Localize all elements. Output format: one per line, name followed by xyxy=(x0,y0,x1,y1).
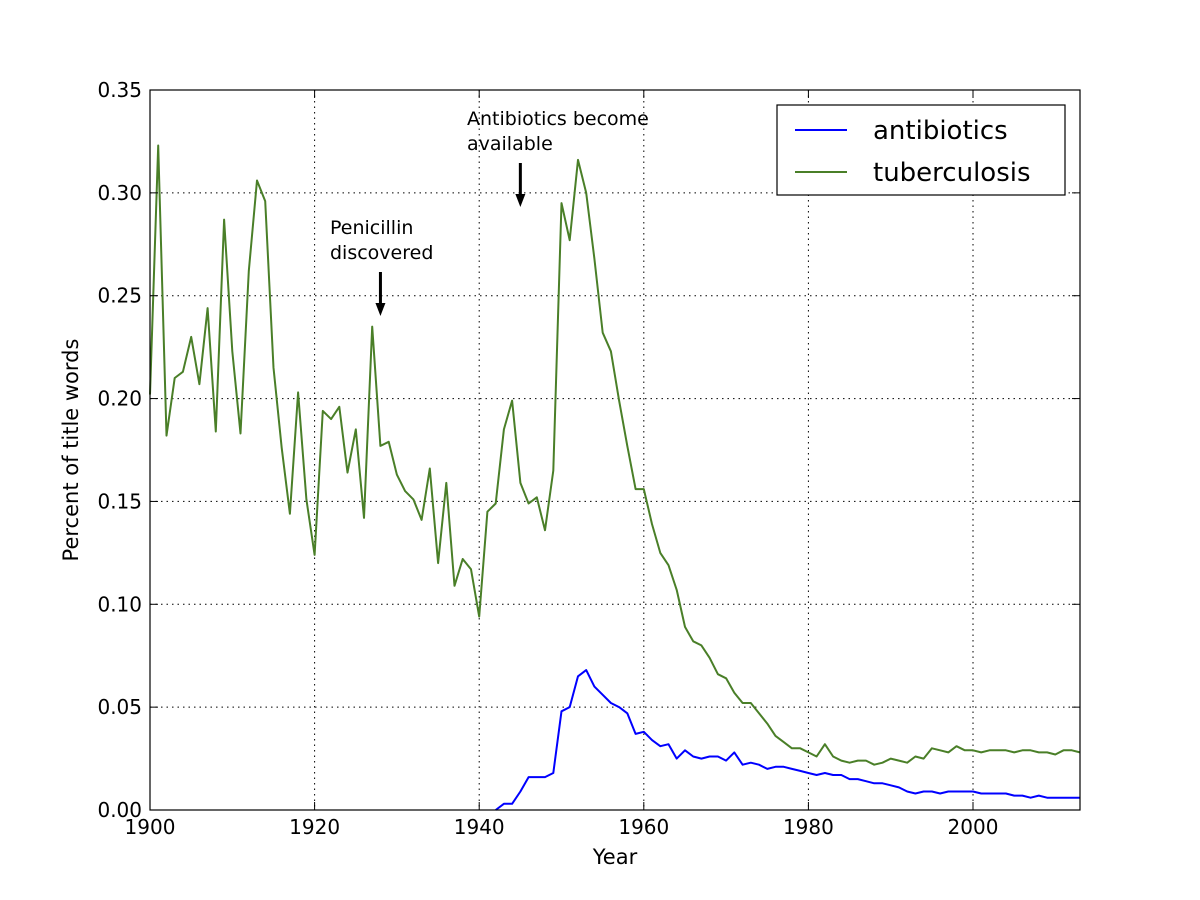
series-line-antibiotics xyxy=(495,669,1080,811)
y-tick-label: 0.35 xyxy=(97,78,142,102)
legend-item: tuberculosis xyxy=(795,158,1031,188)
legend: antibiotics tuberculosis xyxy=(776,104,1066,196)
y-tick-label: 0.30 xyxy=(97,181,142,205)
annotation-text: Antibiotics become xyxy=(467,108,649,130)
x-axis-label: Year xyxy=(592,845,638,869)
y-tick-label: 0.05 xyxy=(97,695,142,719)
legend-label: antibiotics xyxy=(873,116,1008,146)
annotation-arrow-head xyxy=(375,303,386,316)
y-axis-ticks: 0.00 0.05 0.10 0.15 0.20 0.25 0.30 0.35 xyxy=(97,78,1080,822)
annotation: Penicillin discovered xyxy=(330,217,433,316)
annotation-text: discovered xyxy=(330,242,433,264)
y-tick-label: 0.15 xyxy=(97,489,142,513)
annotation: Antibiotics become available xyxy=(467,108,649,207)
annotation-text: available xyxy=(467,133,553,155)
y-tick-label: 0.10 xyxy=(97,592,142,616)
x-tick-label: 2000 xyxy=(948,815,999,839)
series-line-tuberculosis xyxy=(149,144,1081,766)
y-tick-label: 0.00 xyxy=(97,798,142,822)
series-lines xyxy=(149,144,1081,811)
legend-label: tuberculosis xyxy=(873,158,1031,188)
plot-frame xyxy=(149,89,1081,811)
legend-item: antibiotics xyxy=(795,116,1008,146)
annotations: Penicillin discovered Antibiotics become av… xyxy=(330,108,649,316)
y-tick-label: 0.20 xyxy=(97,387,142,411)
x-tick-label: 1900 xyxy=(125,815,176,839)
annotation-arrow-head xyxy=(515,194,526,207)
legend-box xyxy=(776,104,1066,196)
annotation-text: Penicillin xyxy=(330,217,413,239)
x-tick-label: 1940 xyxy=(454,815,505,839)
x-tick-label: 1960 xyxy=(618,815,669,839)
y-axis-label: Percent of title words xyxy=(59,339,83,562)
x-axis-ticks: 1900 1920 1940 1960 1980 2000 xyxy=(125,90,999,839)
grid-lines xyxy=(150,90,1080,810)
x-tick-label: 1980 xyxy=(783,815,834,839)
y-tick-label: 0.25 xyxy=(97,284,142,308)
x-tick-label: 1920 xyxy=(289,815,340,839)
